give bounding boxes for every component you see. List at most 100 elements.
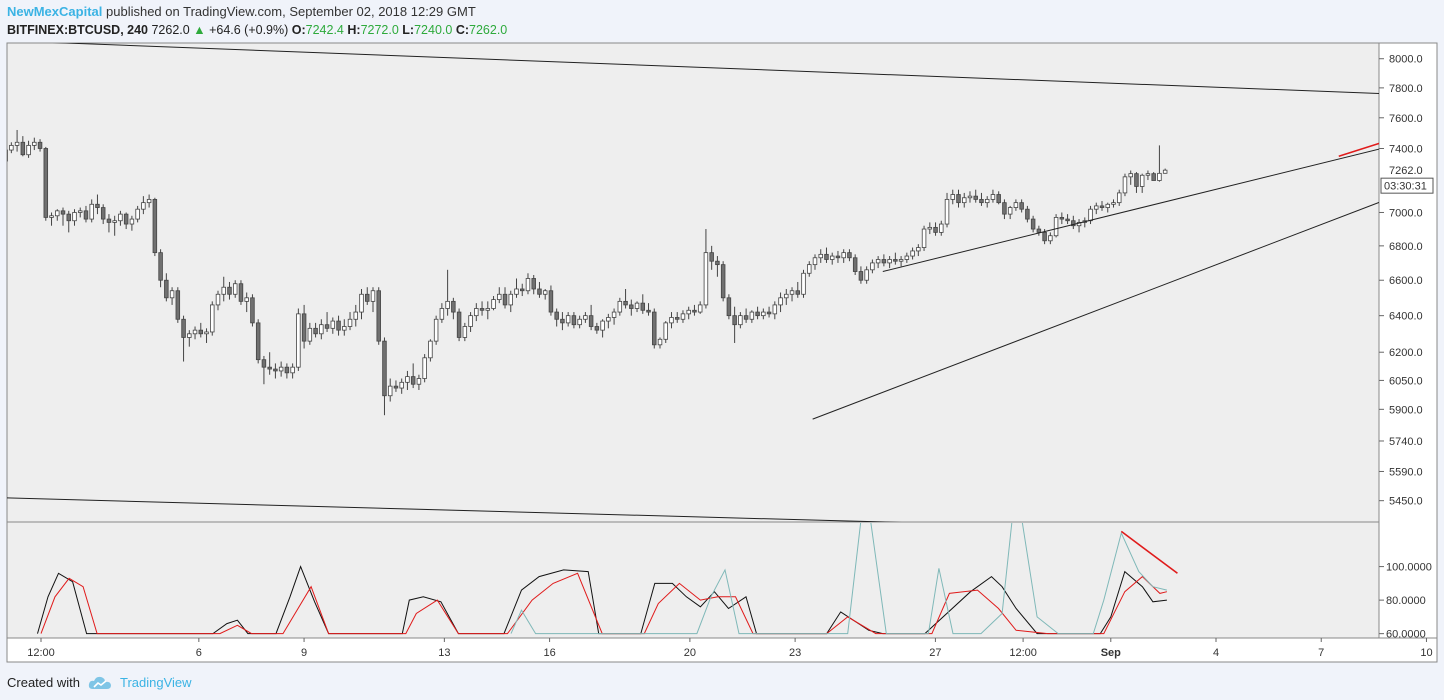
candle[interactable] <box>669 317 674 324</box>
candle[interactable] <box>893 259 898 262</box>
candle[interactable] <box>227 286 232 295</box>
candle[interactable] <box>755 311 760 317</box>
time-axis[interactable] <box>6 637 1438 663</box>
candle[interactable] <box>175 290 181 320</box>
candle[interactable] <box>921 228 927 248</box>
candle[interactable] <box>319 324 324 335</box>
candle[interactable] <box>508 293 513 306</box>
candle[interactable] <box>393 385 399 389</box>
candle[interactable] <box>1116 192 1122 204</box>
candle[interactable] <box>60 210 66 215</box>
candle[interactable] <box>720 264 726 299</box>
candle[interactable] <box>365 293 370 302</box>
candle[interactable] <box>617 300 623 313</box>
trendline[interactable] <box>0 40 1444 103</box>
price-axis[interactable] <box>1378 42 1438 639</box>
candle[interactable] <box>273 368 278 372</box>
candle[interactable] <box>307 327 313 342</box>
candle[interactable] <box>646 309 651 313</box>
candle[interactable] <box>238 283 244 302</box>
candle[interactable] <box>588 315 594 327</box>
candle[interactable] <box>864 269 869 281</box>
candle[interactable] <box>939 223 944 233</box>
candle[interactable] <box>835 255 841 259</box>
candle[interactable] <box>382 340 387 397</box>
candle[interactable] <box>1151 173 1156 181</box>
candle[interactable] <box>657 338 663 346</box>
candle[interactable] <box>927 226 933 230</box>
candle[interactable] <box>973 195 978 200</box>
candle[interactable] <box>410 376 416 385</box>
candle[interactable] <box>818 253 823 259</box>
candle[interactable] <box>267 366 272 370</box>
candle[interactable] <box>577 318 582 326</box>
candle[interactable] <box>807 264 812 274</box>
candle[interactable] <box>726 297 732 317</box>
candle[interactable] <box>801 272 806 295</box>
candle[interactable] <box>990 194 996 200</box>
candle[interactable] <box>904 255 910 260</box>
candle[interactable] <box>560 318 565 324</box>
candle[interactable] <box>680 313 686 320</box>
candle[interactable] <box>548 290 554 313</box>
candle[interactable] <box>106 218 112 223</box>
candle[interactable] <box>491 299 496 309</box>
candle[interactable] <box>479 308 485 311</box>
candle[interactable] <box>525 278 531 292</box>
candle[interactable] <box>1030 218 1036 230</box>
candle[interactable] <box>14 141 20 146</box>
candle[interactable] <box>4 149 8 162</box>
candle[interactable] <box>204 331 209 335</box>
candle[interactable] <box>600 320 605 331</box>
main-pane[interactable] <box>6 42 1380 523</box>
candle[interactable] <box>439 308 445 320</box>
candle[interactable] <box>250 297 255 324</box>
candle[interactable] <box>778 297 783 306</box>
candle[interactable] <box>336 320 341 331</box>
candle[interactable] <box>1036 228 1042 233</box>
trendline[interactable] <box>812 164 1444 420</box>
candle[interactable] <box>1013 202 1019 208</box>
candle[interactable] <box>313 327 318 335</box>
candle[interactable] <box>221 286 226 295</box>
candle[interactable] <box>416 378 422 385</box>
candle[interactable] <box>795 290 801 295</box>
candle[interactable] <box>944 198 950 225</box>
candle[interactable] <box>112 220 117 223</box>
candle[interactable] <box>187 333 192 338</box>
candle[interactable] <box>370 290 376 302</box>
candle[interactable] <box>881 259 887 264</box>
candle[interactable] <box>611 311 617 318</box>
candle[interactable] <box>387 385 393 397</box>
candle[interactable] <box>583 315 588 320</box>
candle[interactable] <box>634 302 640 309</box>
oscillator-divergence-line[interactable] <box>1120 530 1178 574</box>
candle[interactable] <box>652 311 657 346</box>
candle[interactable] <box>456 311 462 338</box>
candle[interactable] <box>468 315 473 327</box>
candle[interactable] <box>663 322 668 340</box>
candle[interactable] <box>629 304 634 309</box>
candle[interactable] <box>1053 217 1059 237</box>
candle[interactable] <box>772 304 778 315</box>
candle[interactable] <box>841 252 846 259</box>
candle[interactable] <box>1088 208 1093 222</box>
candle[interactable] <box>967 195 973 199</box>
author-link[interactable]: NewMexCapital <box>7 4 103 19</box>
candle[interactable] <box>123 213 129 225</box>
candle[interactable] <box>606 317 611 322</box>
candle[interactable] <box>852 257 858 272</box>
candle[interactable] <box>979 198 984 204</box>
candle[interactable] <box>422 357 427 379</box>
candle[interactable] <box>916 247 921 252</box>
candle[interactable] <box>1105 203 1110 208</box>
candle[interactable] <box>956 194 961 204</box>
candle[interactable] <box>984 198 990 204</box>
candle[interactable] <box>342 326 347 331</box>
candle[interactable] <box>37 141 43 149</box>
candle[interactable] <box>933 226 938 233</box>
candle[interactable] <box>192 329 198 335</box>
candle[interactable] <box>210 304 215 333</box>
candle[interactable] <box>674 317 680 320</box>
candle[interactable] <box>181 318 186 338</box>
